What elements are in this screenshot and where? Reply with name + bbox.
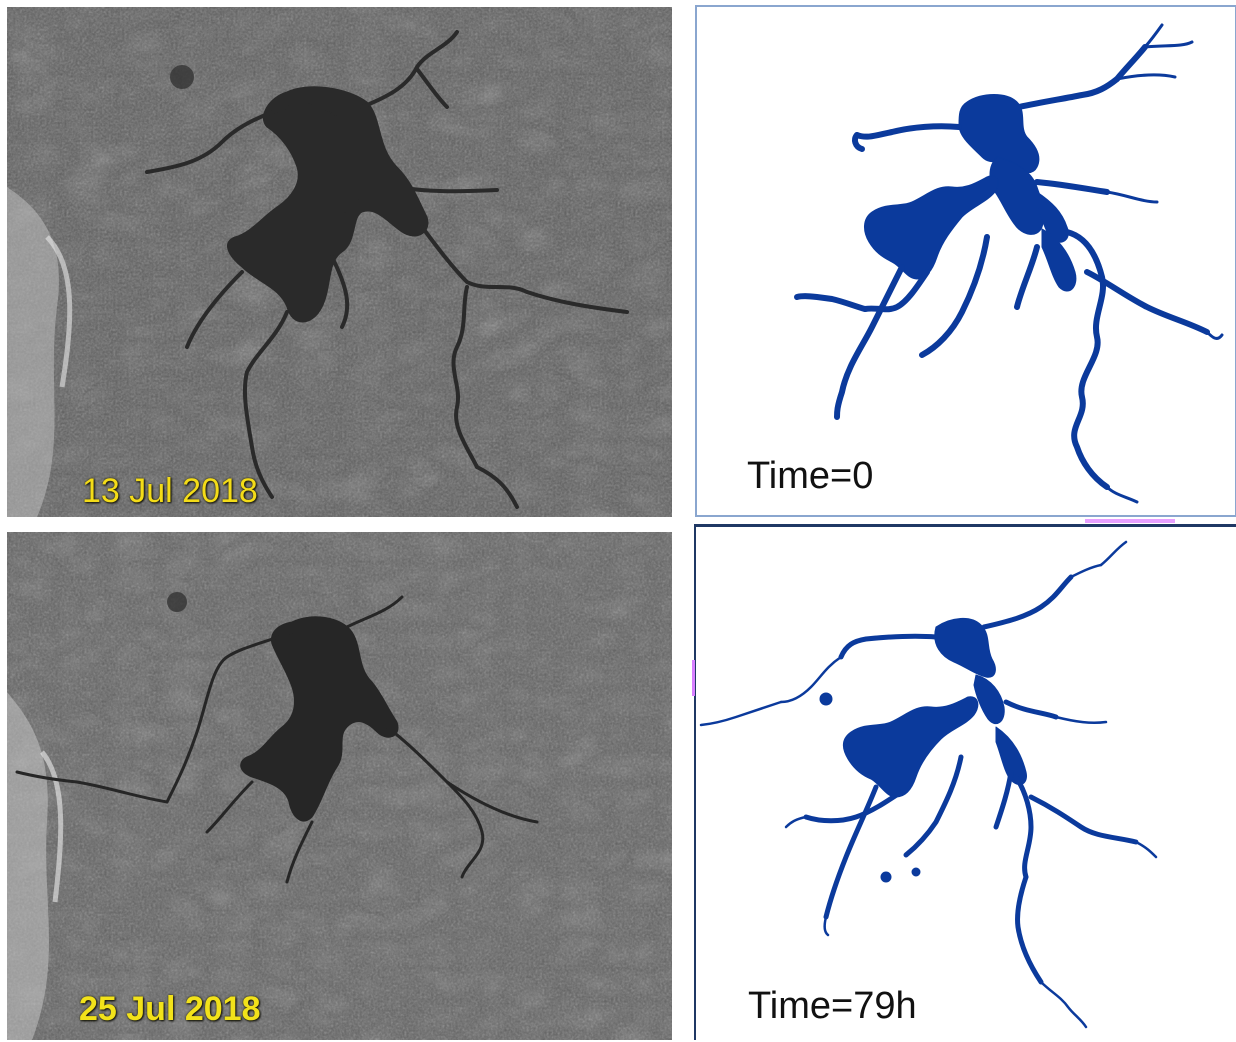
- sar-texture-bottom: [7, 532, 672, 1040]
- water-extent-map-time-79h: Time=79h: [694, 524, 1236, 1040]
- sar-image-25-jul-2018: 25 Jul 2018: [7, 532, 672, 1040]
- water-extent-shape-bottom: [699, 540, 1158, 1029]
- time-label-0: Time=0: [747, 455, 874, 497]
- date-label-25-jul: 25 Jul 2018: [79, 990, 261, 1028]
- date-label-13-jul: 13 Jul 2018: [82, 472, 258, 510]
- time-label-79h: Time=79h: [748, 985, 917, 1027]
- water-extent-map-time-0: Time=0: [695, 5, 1236, 517]
- magenta-accent-line-left: [692, 660, 695, 696]
- sar-image-13-jul-2018: 13 Jul 2018: [7, 7, 672, 517]
- sar-texture-top: [7, 7, 672, 517]
- reservoir-sar-bottom: [15, 595, 539, 884]
- reservoir-sar-top: [145, 30, 629, 509]
- magenta-accent-line-top: [1085, 519, 1175, 523]
- water-extent-shape-top: [794, 23, 1224, 504]
